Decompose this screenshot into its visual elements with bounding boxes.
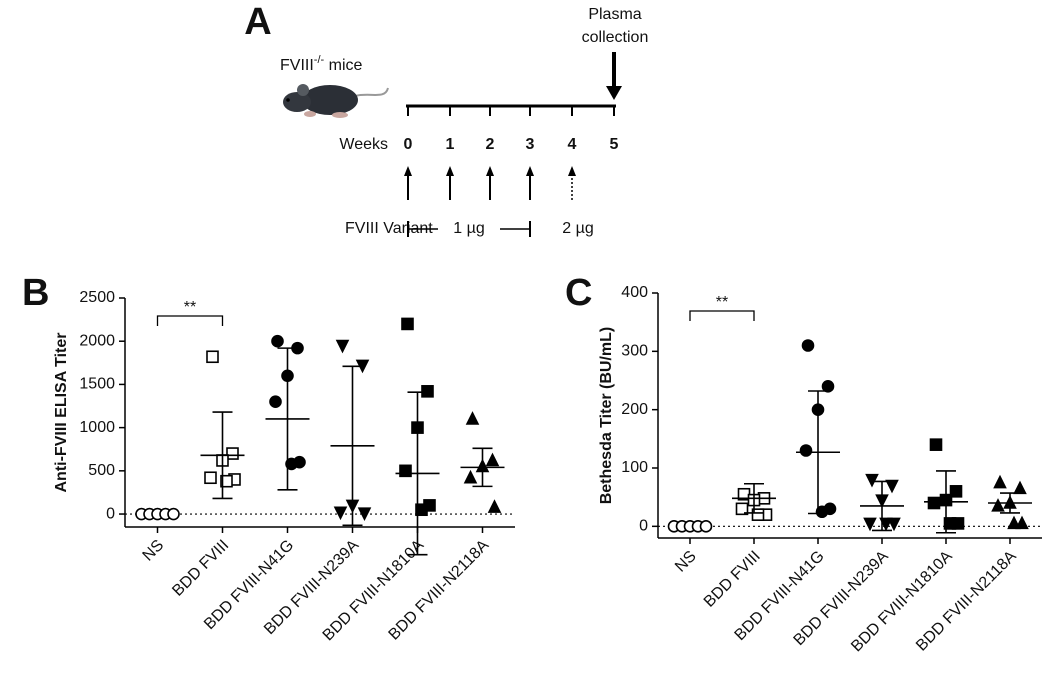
data-point bbox=[226, 447, 239, 460]
collection-label: Plasma bbox=[588, 6, 641, 23]
data-point bbox=[929, 438, 943, 451]
week-label: 0 bbox=[404, 136, 413, 153]
y-tick-label: 1500 bbox=[79, 376, 115, 393]
data-point bbox=[463, 469, 478, 484]
data-point bbox=[487, 499, 502, 513]
y-tick-label: 2500 bbox=[79, 289, 115, 306]
week-label: 5 bbox=[610, 136, 619, 153]
data-point bbox=[863, 517, 877, 532]
y-tick-label: 400 bbox=[621, 284, 648, 301]
data-point bbox=[815, 505, 829, 519]
week-label: 2 bbox=[486, 136, 495, 153]
data-point bbox=[206, 350, 219, 364]
y-tick-label: 300 bbox=[621, 343, 648, 360]
data-point bbox=[1013, 480, 1027, 495]
injection-arrowhead bbox=[404, 166, 412, 176]
panel-label: A bbox=[244, 1, 271, 43]
data-point bbox=[335, 339, 350, 354]
panel-label: C bbox=[565, 272, 592, 314]
data-point bbox=[399, 464, 412, 478]
data-point bbox=[333, 506, 348, 521]
data-point bbox=[879, 517, 893, 532]
y-tick-label: 0 bbox=[639, 518, 648, 535]
data-point bbox=[885, 479, 899, 494]
dose-label: 2 µg bbox=[562, 220, 593, 237]
y-axis-title: Bethesda Titer (BU/mL) bbox=[598, 327, 615, 505]
y-tick-label: 100 bbox=[621, 459, 648, 476]
injection-arrowhead bbox=[486, 166, 494, 176]
data-point bbox=[357, 507, 372, 522]
data-point bbox=[421, 385, 434, 398]
x-tick-label: NS bbox=[672, 548, 700, 576]
injection-arrowhead bbox=[526, 166, 534, 176]
significance-bracket bbox=[156, 315, 224, 326]
data-point bbox=[204, 471, 217, 485]
injection-arrowhead bbox=[446, 166, 454, 176]
week-label: 3 bbox=[526, 136, 535, 153]
data-point bbox=[699, 520, 713, 533]
mouse-label-rest: mice bbox=[324, 57, 362, 74]
collection-label: collection bbox=[582, 29, 649, 46]
y-tick-label: 0 bbox=[106, 505, 115, 522]
y-tick-label: 2000 bbox=[79, 332, 115, 349]
data-point bbox=[801, 339, 815, 352]
data-point bbox=[485, 452, 500, 467]
injection-arrowhead bbox=[568, 166, 576, 176]
x-tick-label: NS bbox=[140, 537, 168, 565]
data-point bbox=[271, 334, 284, 348]
mouse-icon bbox=[283, 84, 389, 118]
data-point bbox=[865, 473, 879, 488]
x-tick-label: BDD FVIII bbox=[169, 537, 232, 600]
data-point bbox=[220, 474, 233, 488]
data-point bbox=[465, 411, 480, 425]
y-tick-label: 500 bbox=[88, 462, 115, 479]
data-point bbox=[991, 498, 1005, 512]
week-label: 4 bbox=[568, 136, 577, 153]
significance-bracket bbox=[689, 310, 755, 321]
mouse-label-base: FVIII bbox=[280, 57, 314, 74]
data-point bbox=[943, 517, 957, 530]
dose-label: 1 µg bbox=[453, 220, 484, 237]
panel-label: B bbox=[22, 272, 49, 314]
data-point bbox=[927, 496, 941, 510]
data-point bbox=[401, 317, 414, 331]
collection-arrowhead bbox=[606, 86, 622, 100]
weeks-label: Weeks bbox=[339, 136, 388, 153]
significance-label: ** bbox=[716, 294, 728, 311]
data-point bbox=[949, 485, 963, 498]
data-point bbox=[799, 444, 813, 457]
mouse-label-sup: -/- bbox=[314, 54, 325, 66]
variant-label: FVIII Variant bbox=[345, 220, 433, 237]
data-point bbox=[415, 503, 428, 517]
data-point bbox=[751, 508, 765, 521]
week-label: 1 bbox=[446, 136, 455, 153]
y-tick-label: 200 bbox=[621, 401, 648, 418]
y-axis-title: Anti-FVIII ELISA Titer bbox=[53, 332, 70, 492]
y-tick-label: 1000 bbox=[79, 419, 115, 436]
data-point bbox=[167, 507, 180, 521]
x-tick-label: BDD FVIII bbox=[701, 548, 764, 611]
data-point bbox=[993, 474, 1007, 489]
data-point bbox=[1015, 515, 1029, 530]
data-point bbox=[285, 457, 298, 471]
data-point bbox=[1007, 515, 1021, 530]
mouse-label: FVIII-/- mice bbox=[280, 54, 363, 74]
data-point bbox=[821, 380, 835, 393]
data-point bbox=[269, 395, 282, 408]
data-point bbox=[735, 502, 749, 516]
data-point bbox=[887, 517, 901, 532]
significance-label: ** bbox=[184, 299, 196, 316]
